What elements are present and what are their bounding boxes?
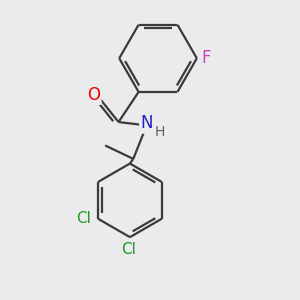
Text: Cl: Cl	[76, 211, 91, 226]
Text: F: F	[202, 49, 211, 67]
Text: H: H	[155, 125, 165, 139]
Text: O: O	[87, 85, 100, 103]
Text: N: N	[140, 114, 153, 132]
Text: Cl: Cl	[121, 242, 136, 257]
